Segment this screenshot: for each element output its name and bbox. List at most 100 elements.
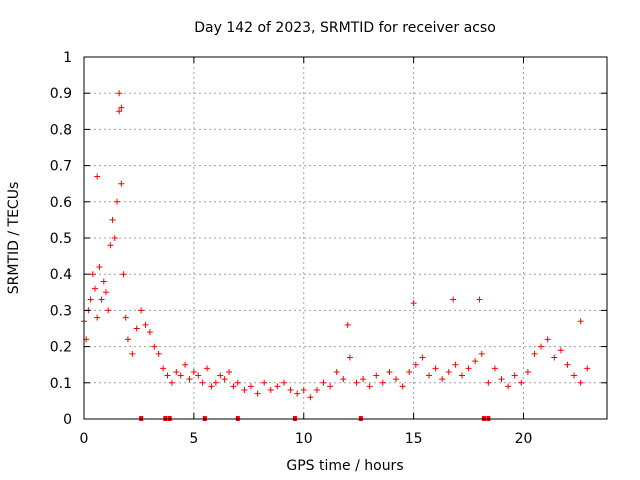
- data-point: [379, 379, 386, 386]
- y-tick-label: 0.4: [50, 267, 72, 283]
- data-point: [102, 289, 109, 296]
- data-point: [138, 307, 145, 314]
- data-point: [524, 368, 531, 375]
- data-point: [160, 365, 167, 372]
- data-point: [439, 376, 446, 383]
- data-point: [320, 379, 327, 386]
- data-point: [100, 278, 107, 285]
- data-point: [94, 314, 101, 321]
- data-point: [155, 350, 162, 357]
- data-point: [111, 235, 118, 241]
- data-point: [353, 379, 360, 386]
- data-point: [551, 354, 558, 361]
- data-point: [300, 387, 307, 394]
- data-point: [340, 376, 347, 383]
- data-point: [472, 358, 479, 365]
- data-point: [142, 321, 149, 328]
- data-point: [98, 296, 105, 303]
- data-point-maximum: [94, 173, 101, 180]
- data-point: [307, 394, 314, 401]
- data-point: [217, 372, 224, 379]
- data-point: [412, 361, 419, 368]
- data-point: [465, 365, 472, 372]
- data-point: [346, 354, 353, 361]
- data-point-maximum: [450, 296, 457, 303]
- data-point: [118, 180, 125, 187]
- data-point-maximum: [344, 321, 351, 328]
- data-point: [538, 343, 545, 350]
- data-point: [557, 347, 564, 354]
- data-point: [287, 387, 294, 394]
- grid-lines: [84, 57, 607, 419]
- data-point: [261, 379, 268, 386]
- data-point: [173, 368, 180, 375]
- data-point: [327, 383, 334, 390]
- data-point: [107, 242, 114, 249]
- data-point-maximum: [116, 90, 123, 97]
- data-point: [511, 372, 518, 379]
- data-point: [432, 365, 439, 372]
- x-tick-label: 10: [295, 431, 313, 447]
- data-point: [124, 336, 131, 343]
- x-axis-label: GPS time / hours: [286, 458, 403, 474]
- y-tick-label: 0: [63, 412, 72, 428]
- y-tick-label: 0.8: [50, 122, 72, 138]
- data-point: [221, 376, 228, 383]
- data-point: [564, 361, 571, 368]
- data-point: [571, 372, 578, 379]
- data-point: [105, 307, 112, 314]
- data-point: [426, 372, 433, 379]
- data-point: [544, 336, 551, 343]
- data-point: [234, 379, 241, 386]
- y-tick-label: 1: [63, 50, 72, 66]
- data-point: [96, 263, 103, 270]
- data-point: [109, 216, 116, 223]
- y-tick-label: 0.6: [50, 195, 72, 211]
- data-point: [208, 383, 215, 390]
- data-point: [151, 343, 158, 350]
- data-point: [177, 372, 184, 379]
- data-point: [505, 383, 512, 390]
- data-point: [91, 285, 98, 292]
- data-point-maximum: [118, 104, 125, 111]
- y-axis-ticks: 0 0.1 0.2 0.3 0.4 0.5 0.6 0.7 0.8 0.9 1: [50, 50, 607, 428]
- data-point: [294, 390, 301, 397]
- data-point: [168, 379, 175, 386]
- data-point: [113, 198, 120, 205]
- data-point: [241, 387, 248, 394]
- data-point: [89, 271, 96, 278]
- data-point: [366, 383, 373, 390]
- x-tick-label: 0: [80, 431, 89, 447]
- data-point-maximum: [410, 300, 417, 307]
- data-point: [199, 379, 206, 386]
- data-point: [584, 365, 591, 372]
- data-point: [129, 350, 136, 357]
- data-point: [164, 372, 171, 379]
- data-point: [230, 383, 237, 390]
- data-point: [274, 383, 281, 390]
- y-tick-label: 0.5: [50, 231, 72, 247]
- data-point: [373, 372, 380, 379]
- x-tick-label: 20: [515, 431, 533, 447]
- data-point: [518, 379, 525, 386]
- data-point: [226, 368, 233, 375]
- data-point: [212, 379, 219, 386]
- data-point: [419, 354, 426, 361]
- data-point: [478, 350, 485, 357]
- data-point: [195, 372, 202, 379]
- data-point: [267, 387, 274, 394]
- data-point: [498, 376, 505, 383]
- data-point: [333, 368, 340, 375]
- data-point: [452, 361, 459, 368]
- data-point: [491, 365, 498, 372]
- data-point: [254, 390, 261, 397]
- data-point: [399, 383, 406, 390]
- chart-title: Day 142 of 2023, SRMTID for receiver acs…: [194, 20, 496, 36]
- data-point: [386, 368, 393, 375]
- y-tick-label: 0.1: [50, 376, 72, 392]
- data-point: [190, 368, 197, 375]
- x-axis-ticks: 0 5 10 15 20: [80, 57, 533, 447]
- data-point: [485, 379, 492, 386]
- y-tick-label: 0.2: [50, 340, 72, 356]
